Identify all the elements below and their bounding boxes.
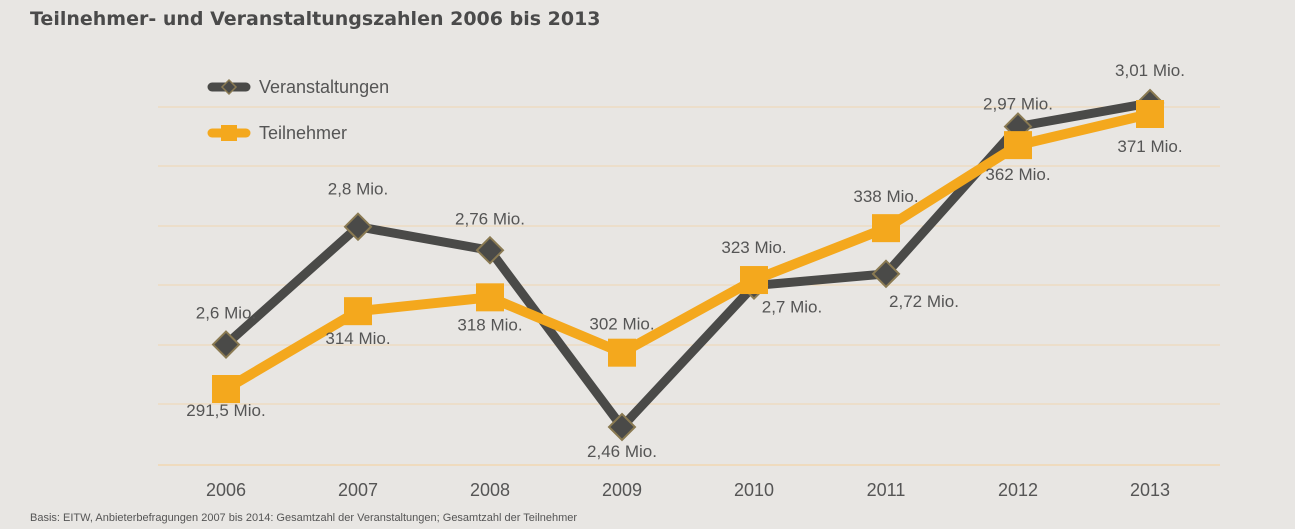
- data-label: 2,7 Mio.: [762, 298, 822, 317]
- data-point-veranstaltungen: [871, 259, 901, 289]
- x-tick-label: 2012: [998, 480, 1038, 500]
- data-label: 2,72 Mio.: [889, 292, 959, 311]
- data-label: 2,6 Mio.: [196, 304, 256, 323]
- x-tick-label: 2011: [867, 480, 906, 500]
- data-label: 2,76 Mio.: [455, 209, 525, 228]
- legend-label: Teilnehmer: [259, 123, 347, 143]
- data-label: 318 Mio.: [457, 315, 522, 334]
- data-point-teilnehmer: [344, 297, 372, 326]
- data-label: 323 Mio.: [721, 238, 786, 257]
- data-label: 3,01 Mio.: [1115, 61, 1185, 80]
- data-label: 2,97 Mio.: [983, 95, 1053, 114]
- x-tick-label: 2009: [602, 480, 642, 500]
- x-tick-label: 2007: [338, 480, 378, 500]
- footnote: Basis: EITW, Anbieterbefragungen 2007 bi…: [30, 512, 578, 524]
- data-point-teilnehmer: [1004, 131, 1032, 160]
- x-tick-label: 2013: [1130, 480, 1170, 500]
- legend-marker: [221, 125, 237, 141]
- data-point-veranstaltungen: [343, 212, 373, 242]
- data-point-veranstaltungen: [211, 330, 241, 359]
- data-point-teilnehmer: [608, 338, 636, 367]
- data-point-veranstaltungen: [475, 235, 505, 265]
- chart-title: Teilnehmer- und Veranstaltungszahlen 200…: [30, 8, 601, 30]
- data-label: 2,46 Mio.: [587, 442, 657, 461]
- data-point-veranstaltungen: [607, 412, 637, 442]
- legend-marker: [220, 78, 238, 96]
- data-label: 314 Mio.: [325, 329, 390, 348]
- x-tick-label: 2006: [206, 480, 246, 500]
- series-line-teilnehmer: [221, 109, 1155, 394]
- x-tick-label: 2008: [470, 480, 510, 500]
- data-label: 371 Mio.: [1117, 137, 1182, 156]
- data-point-teilnehmer: [1136, 100, 1164, 128]
- data-label: 362 Mio.: [985, 165, 1050, 184]
- data-label: 302 Mio.: [589, 315, 654, 334]
- data-label: 2,8 Mio.: [328, 180, 388, 199]
- data-point-teilnehmer: [872, 214, 900, 243]
- x-tick-label: 2010: [734, 480, 774, 500]
- legend-label: Veranstaltungen: [259, 77, 389, 97]
- series-line-veranstaltungen: [221, 98, 1155, 432]
- data-point-teilnehmer: [476, 283, 504, 312]
- data-label: 338 Mio.: [853, 187, 918, 206]
- data-label: 291,5 Mio.: [186, 401, 265, 420]
- data-point-teilnehmer: [740, 266, 768, 295]
- data-point-teilnehmer: [212, 375, 240, 403]
